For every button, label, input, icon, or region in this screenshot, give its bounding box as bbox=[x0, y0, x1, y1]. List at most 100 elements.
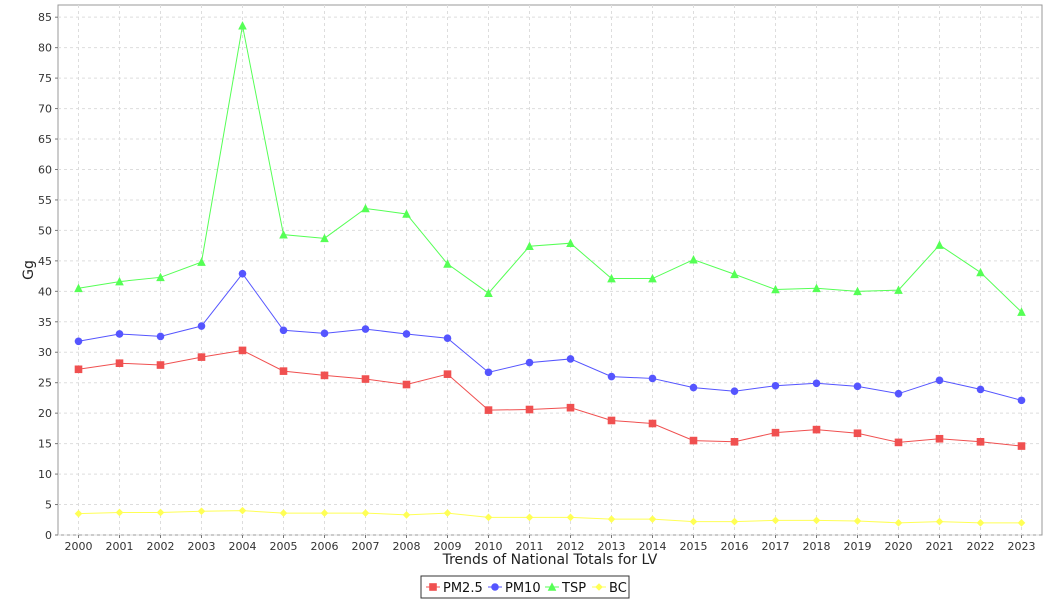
data-point-pm2-5 bbox=[894, 438, 903, 447]
data-point-pm10 bbox=[443, 334, 452, 343]
data-point-pm2-5 bbox=[566, 403, 575, 412]
data-point-pm10 bbox=[566, 355, 575, 363]
data-point-pm10 bbox=[812, 379, 821, 388]
x-axis-ticks: 2000 2001 2002 2003 2004 2005 2006 2007 2008 2009… bbox=[65, 535, 1036, 553]
data-point-tsp bbox=[402, 209, 411, 218]
data-point-pm2-5 bbox=[320, 371, 329, 380]
x-tick-label: 2009 bbox=[434, 540, 462, 553]
data-point-bc bbox=[238, 506, 247, 515]
data-point-bc bbox=[935, 517, 944, 526]
x-tick-label: 2001 bbox=[106, 540, 134, 553]
data-point-bc bbox=[279, 509, 288, 517]
y-tick-label: 15 bbox=[38, 438, 52, 451]
data-point-pm10 bbox=[648, 374, 657, 383]
x-tick-label: 2013 bbox=[598, 540, 626, 553]
series-line-bc bbox=[78, 510, 1022, 524]
data-point-tsp bbox=[812, 283, 821, 293]
y-tick-label: 45 bbox=[38, 255, 52, 268]
data-point-tsp bbox=[730, 269, 739, 279]
x-tick-label: 2011 bbox=[516, 540, 544, 553]
data-point-pm2-5 bbox=[812, 425, 821, 434]
data-point-bc bbox=[525, 513, 534, 522]
y-tick-label: 65 bbox=[38, 133, 52, 146]
x-tick-label: 2022 bbox=[967, 540, 995, 553]
data-point-bc bbox=[197, 507, 206, 516]
data-point-bc bbox=[607, 515, 616, 523]
y-tick-label: 60 bbox=[38, 163, 52, 176]
x-tick-label: 2019 bbox=[844, 540, 872, 553]
series-line-tsp bbox=[78, 25, 1022, 313]
plot-area bbox=[57, 4, 1043, 536]
data-point-bc bbox=[1017, 519, 1026, 527]
data-point-bc bbox=[812, 516, 821, 525]
data-point-pm10 bbox=[402, 330, 411, 338]
data-point-pm2-5 bbox=[402, 380, 411, 389]
y-tick-label: 30 bbox=[38, 346, 52, 359]
data-point-pm10 bbox=[74, 337, 83, 346]
data-point-tsp bbox=[361, 203, 370, 213]
data-point-tsp bbox=[935, 240, 944, 249]
series-bc bbox=[74, 506, 1026, 527]
data-point-pm2-5 bbox=[484, 406, 493, 414]
data-point-bc bbox=[648, 515, 657, 523]
x-tick-label: 2021 bbox=[926, 540, 954, 553]
x-tick-label: 2000 bbox=[65, 540, 93, 553]
data-point-pm2-5 bbox=[607, 416, 616, 425]
y-tick-label: 35 bbox=[38, 316, 52, 329]
y-tick-label: 5 bbox=[45, 499, 52, 512]
x-tick-label: 2008 bbox=[393, 540, 421, 553]
x-tick-label: 2014 bbox=[639, 540, 667, 553]
x-tick-label: 2007 bbox=[352, 540, 380, 553]
data-point-pm10 bbox=[689, 383, 698, 392]
data-point-pm10 bbox=[238, 269, 247, 278]
x-tick-label: 2018 bbox=[803, 540, 831, 553]
data-point-tsp bbox=[443, 259, 452, 268]
data-point-pm2-5 bbox=[197, 353, 206, 361]
x-tick-label: 2005 bbox=[270, 540, 298, 553]
x-tick-label: 2020 bbox=[885, 540, 913, 553]
data-point-tsp bbox=[1017, 307, 1026, 316]
y-tick-label: 20 bbox=[38, 407, 52, 420]
series-tsp bbox=[74, 21, 1026, 316]
series-pm2-5 bbox=[74, 346, 1026, 450]
data-point-tsp bbox=[525, 241, 534, 251]
data-point-pm2-5 bbox=[853, 429, 862, 438]
data-point-pm2-5 bbox=[689, 436, 698, 445]
data-point-pm2-5 bbox=[361, 375, 370, 383]
series-line-pm2-5 bbox=[78, 349, 1022, 447]
data-point-pm10 bbox=[525, 358, 534, 367]
data-point-tsp bbox=[689, 255, 698, 264]
data-point-bc bbox=[320, 509, 329, 517]
data-point-tsp bbox=[74, 283, 83, 293]
data-point-pm10 bbox=[1017, 396, 1026, 405]
data-point-tsp bbox=[156, 272, 165, 282]
data-point-pm2-5 bbox=[74, 365, 83, 374]
x-tick-label: 2015 bbox=[680, 540, 708, 553]
data-point-tsp bbox=[853, 286, 862, 296]
data-point-tsp bbox=[607, 273, 616, 283]
data-point-pm10 bbox=[197, 322, 206, 330]
legend-label-bc: BC bbox=[609, 581, 627, 596]
data-point-tsp bbox=[484, 288, 493, 297]
y-tick-label: 50 bbox=[38, 224, 52, 237]
data-point-pm10 bbox=[484, 368, 493, 377]
data-point-bc bbox=[566, 513, 575, 522]
y-tick-label: 55 bbox=[38, 194, 52, 207]
data-point-tsp bbox=[279, 230, 288, 239]
legend-marker-bc bbox=[595, 583, 603, 591]
data-point-pm10 bbox=[730, 387, 739, 396]
data-point-pm2-5 bbox=[115, 359, 124, 368]
data-point-tsp bbox=[197, 257, 206, 266]
data-point-bc bbox=[402, 511, 411, 519]
data-point-bc bbox=[443, 509, 452, 517]
legend: PM2.5 PM10 TSP BC bbox=[420, 575, 630, 599]
series-line-pm10 bbox=[78, 272, 1022, 401]
y-tick-label: 10 bbox=[38, 468, 52, 481]
data-point-pm10 bbox=[935, 376, 944, 385]
data-point-pm10 bbox=[976, 385, 985, 394]
legend-marker-pm10 bbox=[491, 583, 499, 591]
data-point-tsp bbox=[976, 267, 985, 277]
legend-marker-pm2-5 bbox=[429, 583, 437, 591]
data-point-tsp bbox=[894, 285, 903, 294]
